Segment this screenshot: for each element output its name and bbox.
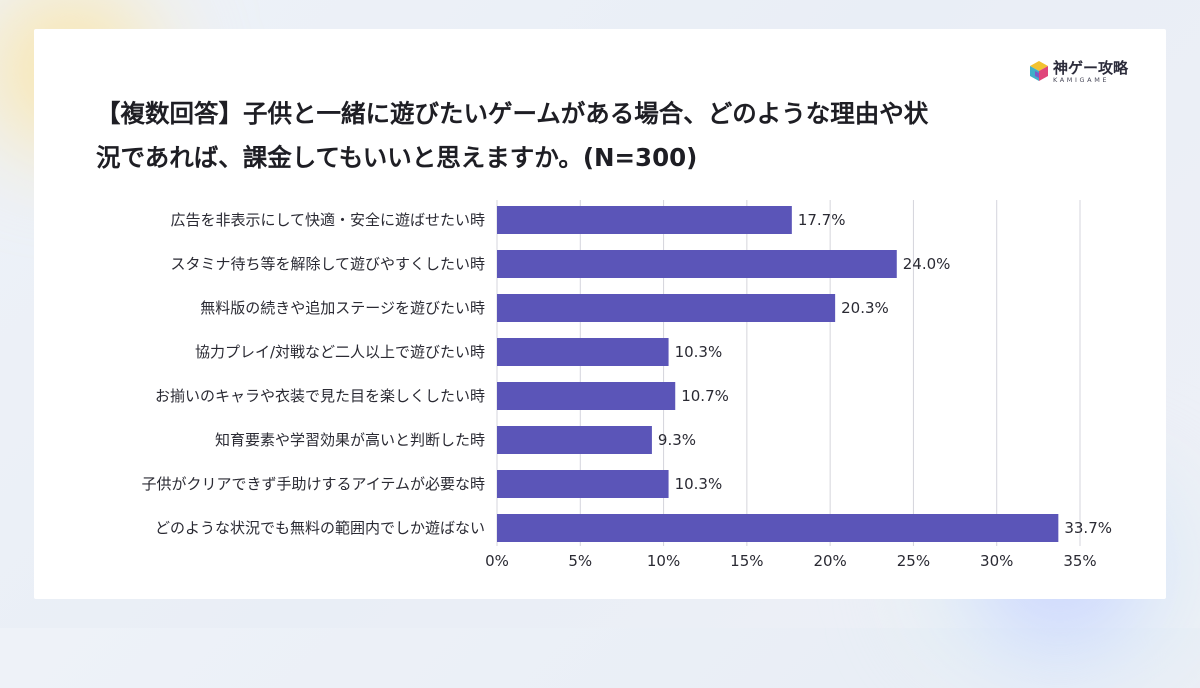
bars xyxy=(497,206,1059,542)
bar xyxy=(497,294,836,322)
value-label: 33.7% xyxy=(1064,519,1112,537)
x-tick-label: 20% xyxy=(813,552,846,570)
category-label: お揃いのキャラや衣装で見た目を楽しくしたい時 xyxy=(155,387,485,405)
cube-logo-icon xyxy=(1030,61,1048,81)
bar xyxy=(497,206,792,234)
bar xyxy=(497,470,669,498)
category-label: 無料版の続きや追加ステージを遊びたい時 xyxy=(200,299,485,317)
x-tick-label: 35% xyxy=(1063,552,1096,570)
x-tick-label: 15% xyxy=(730,552,763,570)
value-label: 24.0% xyxy=(903,255,951,273)
x-axis-tick-labels: 0% 5% 10% 15% 20% 25% 30% 35% xyxy=(485,552,1097,570)
value-label: 10.3% xyxy=(675,343,723,361)
bar xyxy=(497,382,676,410)
value-label: 20.3% xyxy=(841,299,889,317)
category-label: スタミナ待ち等を解除して遊びやすくしたい時 xyxy=(170,255,485,273)
x-tick-label: 25% xyxy=(897,552,930,570)
brand-name: 神ゲー攻略 xyxy=(1053,59,1129,77)
category-label: 知育要素や学習効果が高いと判断した時 xyxy=(215,431,485,449)
chart-title-line-1: 【複数回答】子供と一緒に遊びたいゲームがある場合、どのような理由や状 xyxy=(96,99,929,128)
value-label: 10.7% xyxy=(681,387,729,405)
x-tick-label: 30% xyxy=(980,552,1013,570)
x-tick-label: 0% xyxy=(485,552,509,570)
value-labels: 17.7% 24.0% 20.3% 10.3% 10.7% 9.3% 10.3% 33.7% xyxy=(658,211,1112,537)
category-label: どのような状況でも無料の範囲内でしか遊ばない xyxy=(155,519,485,537)
value-label: 10.3% xyxy=(675,475,723,493)
category-label: 協力プレイ/対戦など二人以上で遊びたい時 xyxy=(195,343,485,361)
category-label: 子供がクリアできず手助けするアイテムが必要な時 xyxy=(141,475,485,493)
bar xyxy=(497,514,1059,542)
x-tick-label: 10% xyxy=(647,552,680,570)
category-labels: 広告を非表示にして快適・安全に遊ばせたい時スタミナ待ち等を解除して遊びやすくした… xyxy=(141,211,485,537)
bar-chart: 広告を非表示にして快適・安全に遊ばせたい時スタミナ待ち等を解除して遊びやすくした… xyxy=(141,200,1112,570)
chart-title-line-2: 況であれば、課金してもいいと思えますか。(N=300) xyxy=(96,143,698,172)
bar xyxy=(497,426,652,454)
x-tick-label: 5% xyxy=(568,552,592,570)
brand-subtitle: KAMIGAME xyxy=(1053,76,1110,84)
brand-logo: 神ゲー攻略 KAMIGAME xyxy=(1029,57,1139,87)
value-label: 17.7% xyxy=(798,211,846,229)
bar xyxy=(497,250,897,278)
bar xyxy=(497,338,669,366)
category-label: 広告を非表示にして快適・安全に遊ばせたい時 xyxy=(170,211,485,229)
value-label: 9.3% xyxy=(658,431,696,449)
